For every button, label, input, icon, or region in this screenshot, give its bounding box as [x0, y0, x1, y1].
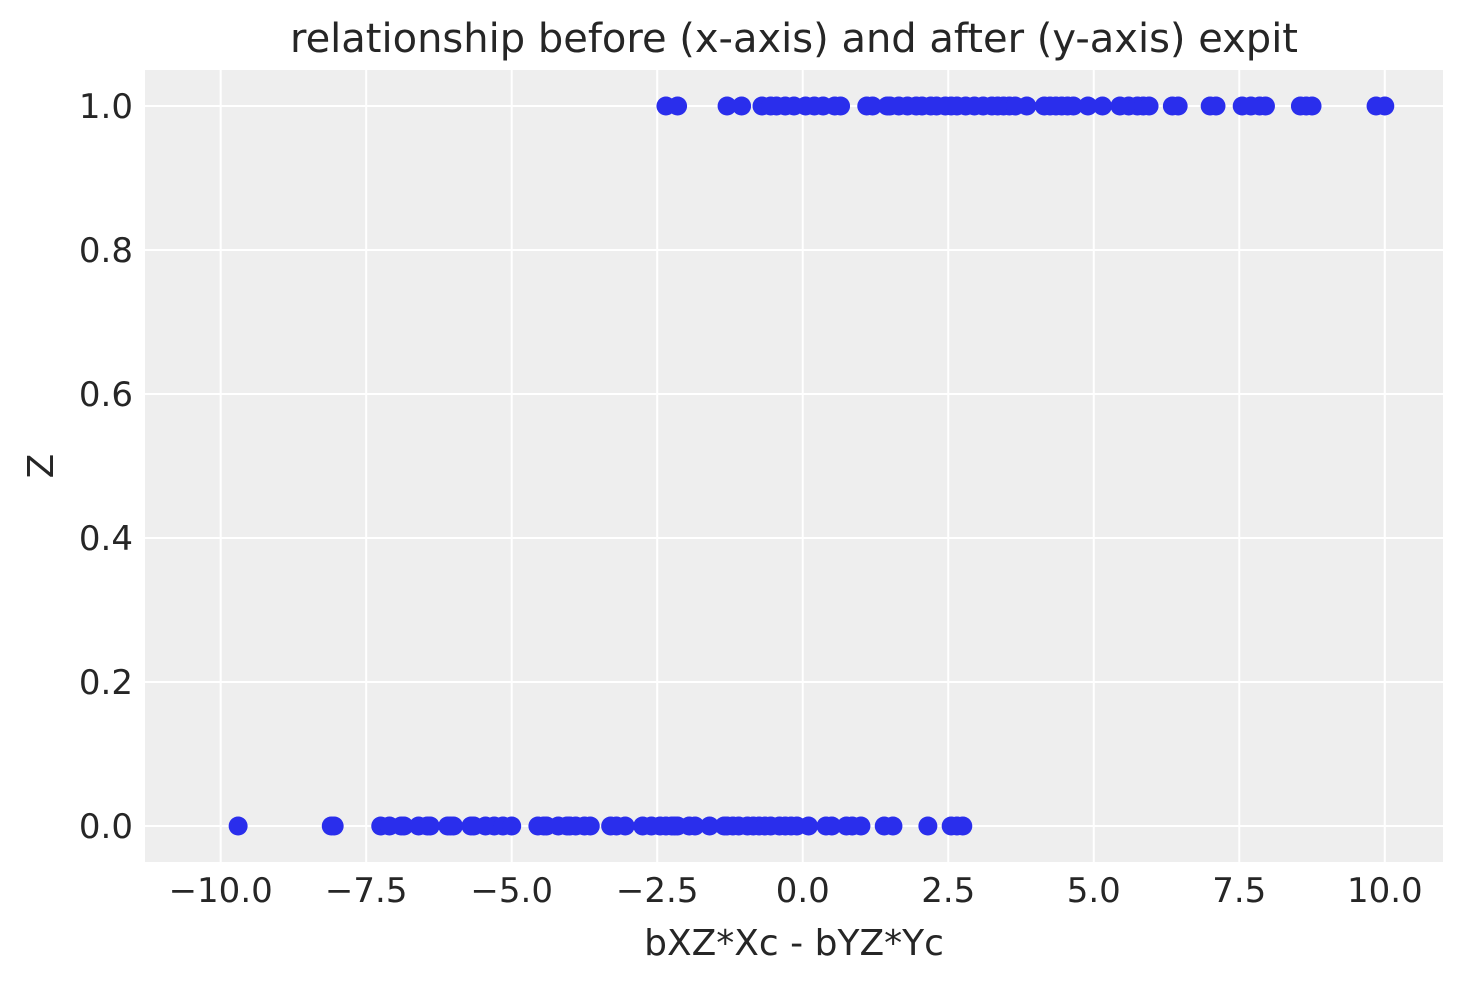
y-axis-label: Z [21, 454, 62, 479]
y-tick-labels: 0.0 0.2 0.4 0.6 0.8 1.0 [79, 87, 133, 847]
data-point [324, 816, 344, 836]
y-tick-label: 1.0 [79, 87, 133, 127]
data-point [953, 816, 973, 836]
data-point [502, 816, 522, 836]
data-point [1255, 96, 1275, 116]
data-point [1139, 96, 1159, 116]
data-point [1168, 96, 1188, 116]
grid-lines [145, 70, 1443, 862]
data-point [1206, 96, 1226, 116]
data-point [700, 816, 720, 836]
data-point [580, 816, 600, 836]
x-tick-label: −5.0 [470, 871, 553, 911]
data-point [420, 816, 440, 836]
x-tick-label: −2.5 [616, 871, 699, 911]
data-point [1092, 96, 1112, 116]
x-axis-label: bXZ*Xc - bYZ*Yc [644, 923, 944, 964]
data-point [863, 96, 883, 116]
data-point [851, 816, 871, 836]
data-point [883, 816, 903, 836]
plot-background [145, 70, 1443, 862]
data-points [228, 96, 1395, 836]
y-tick-label: 0.0 [79, 807, 133, 847]
data-point [1375, 96, 1395, 116]
data-point [822, 816, 842, 836]
data-point [443, 816, 463, 836]
data-point [685, 816, 705, 836]
data-point [1063, 96, 1083, 116]
x-tick-labels: −10.0 −7.5 −5.0 −2.5 0.0 2.5 5.0 7.5 10.0 [169, 871, 1423, 911]
data-point [918, 816, 938, 836]
x-tick-label: 5.0 [1067, 871, 1121, 911]
data-point [831, 96, 851, 116]
data-point [1017, 96, 1037, 116]
x-tick-label: 7.5 [1212, 871, 1266, 911]
x-tick-label: 10.0 [1347, 871, 1423, 911]
data-point [717, 96, 737, 116]
x-tick-label: −10.0 [169, 871, 273, 911]
y-tick-label: 0.6 [79, 375, 133, 415]
x-tick-label: 0.0 [776, 871, 830, 911]
data-point [1078, 96, 1098, 116]
chart-title: relationship before (x-axis) and after (… [290, 16, 1298, 62]
x-tick-label: 2.5 [921, 871, 975, 911]
data-point [228, 816, 248, 836]
data-point [615, 816, 635, 836]
data-point [799, 816, 819, 836]
data-point [732, 96, 752, 116]
y-tick-label: 0.2 [79, 663, 133, 703]
y-tick-label: 0.4 [79, 519, 133, 559]
data-point [394, 816, 414, 836]
y-tick-label: 0.8 [79, 231, 133, 271]
x-tick-label: −7.5 [325, 871, 408, 911]
data-point [1302, 96, 1322, 116]
data-point [668, 96, 688, 116]
